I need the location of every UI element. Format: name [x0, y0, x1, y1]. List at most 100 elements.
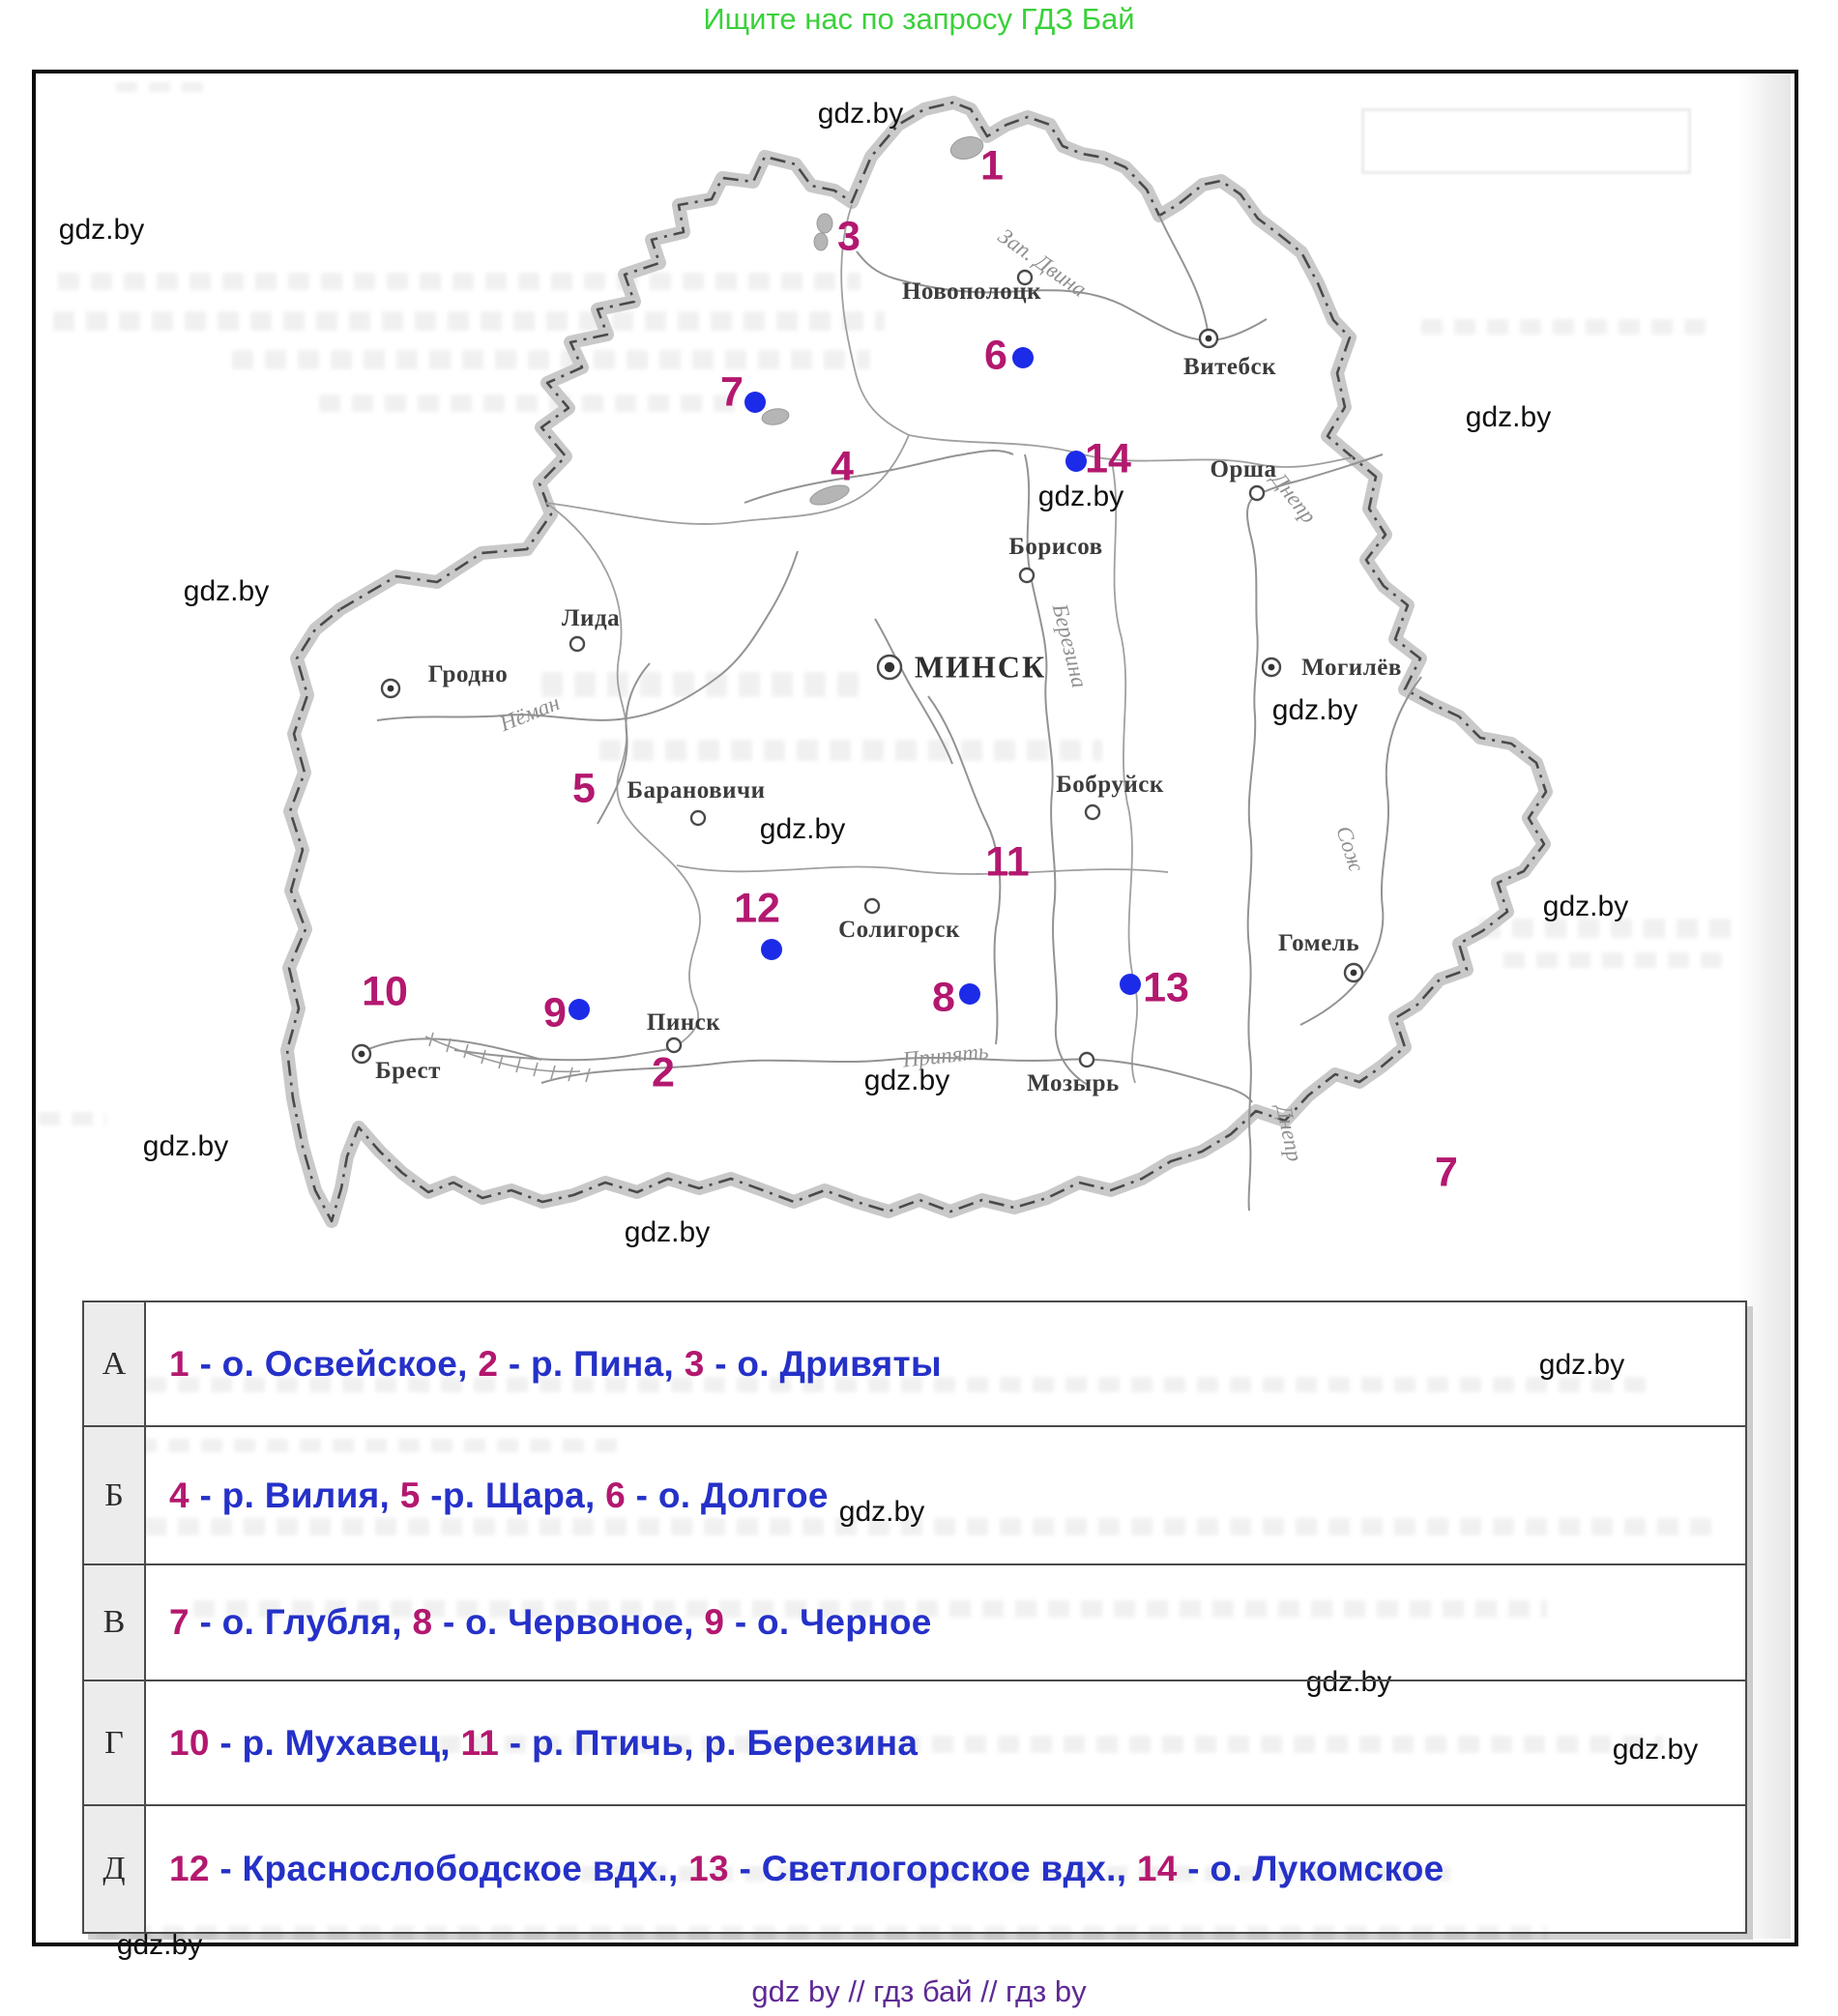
map-marker-dot [761, 939, 782, 960]
city-label: Новополоцк [901, 278, 1042, 305]
gdz-watermark: gdz.by [116, 1929, 203, 1961]
city-symbol [569, 635, 586, 653]
gdz-watermark: gdz.by [183, 575, 270, 607]
answer-number: 8 [412, 1602, 433, 1642]
region-boundary [840, 204, 910, 436]
gdz-watermark: gdz.by [817, 98, 904, 130]
river-neman [376, 550, 799, 721]
footer-watermark: gdz by // гдз бай // гдз by [751, 1974, 1087, 2008]
map-marker-number: 2 [652, 1049, 675, 1096]
row-answer-text: 12 - Краснослободское вдх., 13 - Светлог… [146, 1806, 1745, 1932]
marsh-hatching [428, 1032, 591, 1083]
answer-name: -р. Щара, [420, 1475, 606, 1515]
city-symbol [1084, 803, 1101, 821]
city-label: Гродно [427, 661, 509, 687]
gdz-watermark: gdz.by [1271, 694, 1358, 726]
city-symbol-core [1350, 969, 1357, 977]
answer-number: 14 [1136, 1849, 1178, 1888]
city-label: Брест [375, 1058, 441, 1084]
river-svisloch [874, 618, 953, 765]
map-marker-dot [959, 983, 980, 1005]
map-marker-dot [744, 392, 766, 413]
region-boundary [545, 502, 701, 1047]
marsh-hatching [424, 1036, 581, 1073]
gdz-watermark: gdz.by [1305, 1666, 1392, 1698]
row-letter: Д [84, 1806, 146, 1932]
city-symbol-core [387, 685, 394, 692]
map-marker-number: 5 [572, 765, 596, 812]
answer-number: 9 [704, 1602, 725, 1642]
city-symbol-core [358, 1050, 365, 1058]
map-marker-number: 8 [932, 974, 955, 1021]
country-border-line [285, 101, 1548, 1223]
answer-name: - р. Пина, [498, 1343, 685, 1384]
row-letter: Б [84, 1427, 146, 1563]
city-symbol [689, 809, 707, 827]
city-symbol [665, 1037, 683, 1054]
answer-name: - р. Птичь, р. Березина [499, 1722, 919, 1763]
gdz-watermark: gdz.by [58, 214, 145, 246]
answer-number: 10 [169, 1722, 210, 1763]
content-frame [32, 70, 1798, 1946]
city-label: Пинск [646, 1009, 721, 1036]
city-label: Мозырь [1027, 1070, 1120, 1096]
map-marker-dot [569, 999, 590, 1020]
map-marker-number: 1 [980, 142, 1004, 190]
answer-number: 11 [460, 1722, 500, 1763]
answer-number: 5 [399, 1475, 421, 1515]
city-symbol [863, 897, 881, 915]
map-marker-number: 3 [837, 213, 861, 260]
region-boundary [1111, 461, 1139, 1084]
lake-near-viliya [809, 484, 850, 506]
answer-name: - о. Черное [724, 1602, 932, 1642]
city-label: Солигорск [838, 917, 960, 943]
city-label: МИНСК [914, 649, 1047, 685]
answer-name: - о. Червоное, [432, 1602, 705, 1642]
answer-name: - Светлогорское вдх., [728, 1849, 1137, 1888]
map-marker-number: 13 [1143, 964, 1189, 1011]
city-symbol [1248, 484, 1266, 502]
answer-name: - р. Мухавец, [209, 1722, 461, 1763]
answer-name: - о. Освейское, [189, 1343, 479, 1384]
row-answer-text: 4 - р. Вилия, 5 -р. Щара, 6 - о. Долгое [146, 1427, 1745, 1563]
answer-number: 6 [605, 1475, 627, 1515]
city-symbol [1016, 269, 1034, 286]
city-label: Гомель [1277, 930, 1360, 956]
region-boundary [545, 434, 910, 525]
map-marker-number: 6 [984, 332, 1007, 379]
city-label: Витебск [1183, 354, 1276, 380]
gdz-watermark: gdz.by [142, 1130, 229, 1162]
lake-drivyaty [813, 232, 829, 251]
answer-number: 7 [169, 1602, 190, 1642]
answer-number: 13 [688, 1849, 729, 1888]
gdz-watermark: gdz.by [838, 1496, 925, 1528]
city-label: Бобруйск [1056, 772, 1164, 798]
answer-number: 4 [169, 1475, 190, 1515]
table-row: Д 12 - Краснослободское вдх., 13 - Светло… [84, 1806, 1745, 1932]
map-marker-number: 14 [1085, 435, 1131, 482]
map-marker-number: 12 [734, 885, 780, 932]
answer-name: - Краснослободское вдх., [209, 1849, 689, 1888]
answer-name: - р. Вилия, [189, 1475, 400, 1515]
gdz-watermark: gdz.by [1538, 1349, 1625, 1381]
answer-number: 3 [684, 1343, 705, 1384]
answer-number: 2 [478, 1343, 499, 1384]
city-symbol-core [1205, 335, 1212, 342]
gdz-watermark: gdz.by [1037, 481, 1124, 512]
river-viliya [744, 450, 1014, 504]
river-pina-canal [453, 1046, 678, 1062]
lake-osveyskoye [949, 135, 984, 161]
river-ptich [927, 695, 1002, 1045]
map-marker-dot [1065, 451, 1087, 472]
gdz-watermark: gdz.by [1612, 1734, 1699, 1766]
map-marker-number: 9 [543, 989, 567, 1037]
